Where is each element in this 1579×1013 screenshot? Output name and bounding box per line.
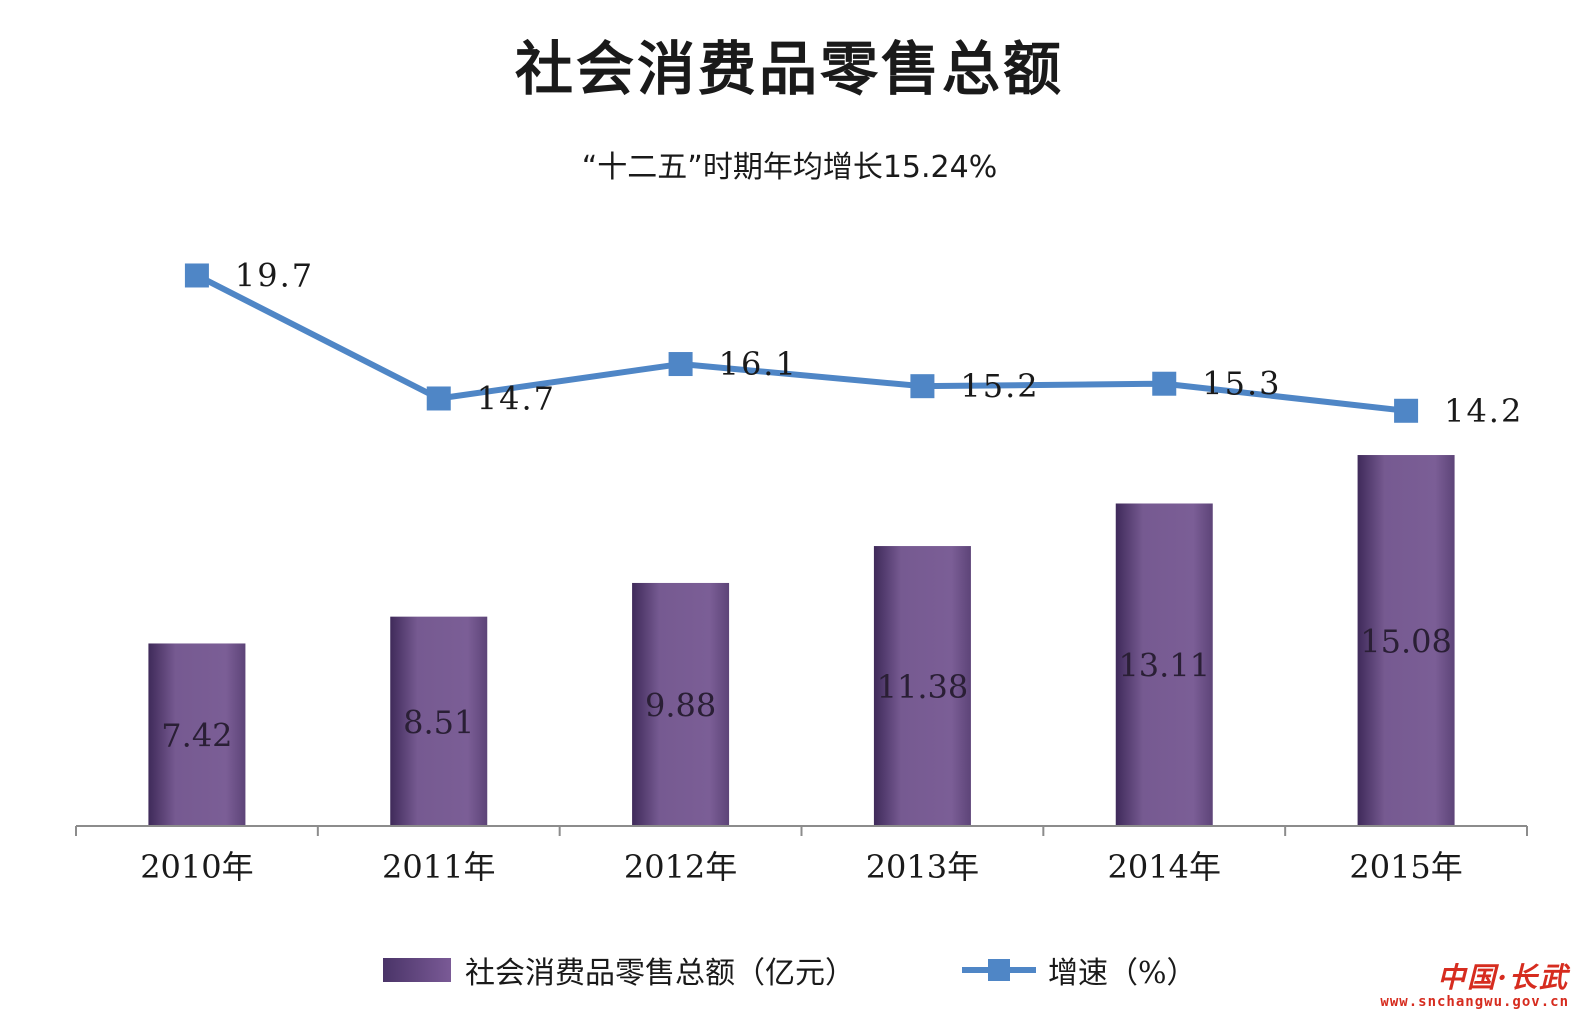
bar-data-label: 11.38 bbox=[877, 668, 969, 706]
line-data-label: 14.7 bbox=[477, 379, 556, 417]
chart-subtitle: “十二五”时期年均增长15.24% bbox=[581, 150, 998, 185]
legend-item-line: 增速（%） bbox=[962, 948, 1197, 992]
line-marker bbox=[910, 374, 935, 399]
line-marker bbox=[1152, 371, 1177, 396]
legend-bar-swatch bbox=[383, 958, 451, 982]
line-data-label: 14.2 bbox=[1444, 392, 1523, 430]
line-marker bbox=[426, 386, 451, 411]
watermark-logo: 中国·长武 bbox=[1437, 961, 1569, 994]
line-data-label: 16.1 bbox=[719, 345, 798, 383]
bar-data-label: 8.51 bbox=[403, 703, 474, 741]
line-data-label: 15.2 bbox=[960, 367, 1039, 405]
bar bbox=[1115, 503, 1213, 826]
bar bbox=[632, 582, 730, 826]
bar-data-label: 13.11 bbox=[1118, 647, 1210, 685]
bar-data-label: 15.08 bbox=[1360, 623, 1452, 661]
legend-line-swatch bbox=[962, 958, 1036, 982]
legend-line-label: 增速（%） bbox=[1048, 956, 1197, 991]
growth-line bbox=[195, 272, 1407, 414]
bar bbox=[148, 643, 246, 826]
line-data-label: 19.7 bbox=[235, 256, 314, 294]
bar-data-label: 7.42 bbox=[161, 717, 232, 755]
x-tick-label: 2011年 bbox=[382, 848, 495, 886]
line-marker bbox=[668, 352, 693, 377]
x-tick-label: 2014年 bbox=[1108, 848, 1221, 886]
x-tick-label: 2010年 bbox=[140, 848, 253, 886]
chart-title: 社会消费品零售总额 bbox=[514, 35, 1064, 103]
watermark-url: www.snchangwu.gov.cn bbox=[1380, 994, 1569, 1010]
x-tick-label: 2015年 bbox=[1349, 848, 1462, 886]
x-tick-label: 2012年 bbox=[624, 848, 737, 886]
bar bbox=[390, 616, 488, 826]
line-marker bbox=[1394, 398, 1419, 423]
bar-data-label: 9.88 bbox=[645, 686, 716, 724]
bar bbox=[873, 546, 971, 826]
legend-item-bar: 社会消费品零售总额（亿元） bbox=[383, 948, 855, 992]
line-marker bbox=[184, 263, 209, 288]
legend-bar-label: 社会消费品零售总额（亿元） bbox=[465, 956, 855, 991]
bar bbox=[1357, 455, 1455, 826]
x-tick-label: 2013年 bbox=[866, 848, 979, 886]
watermark: 中国·长武 www.snchangwu.gov.cn bbox=[1380, 956, 1569, 1010]
line-data-label: 15.3 bbox=[1202, 365, 1281, 403]
